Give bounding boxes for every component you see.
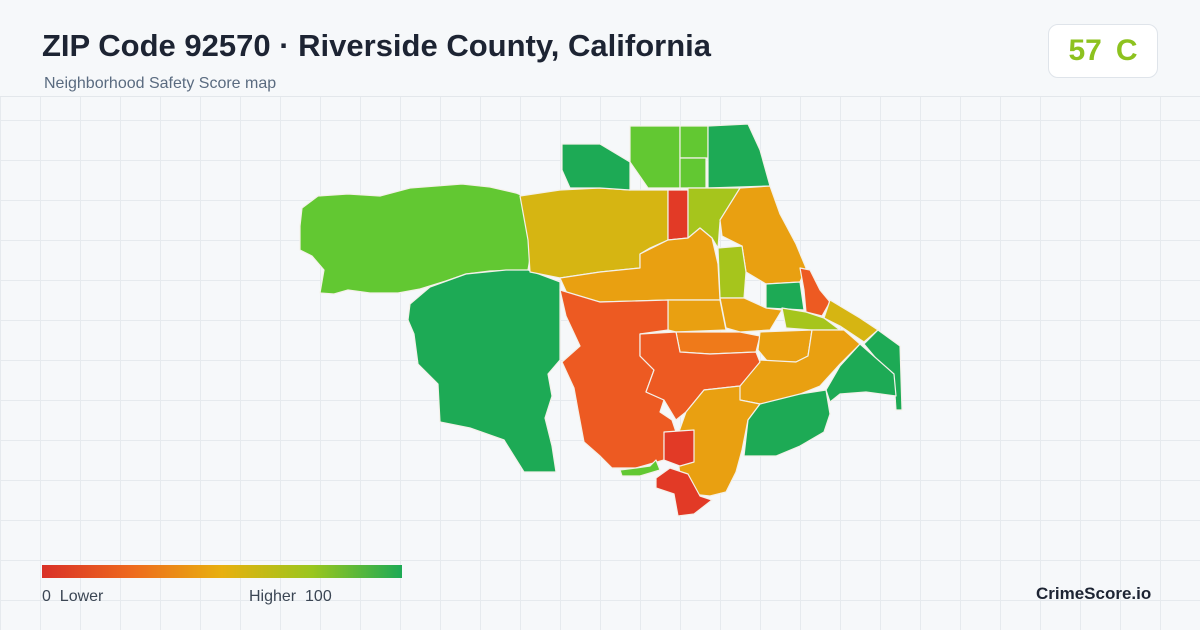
page-subtitle: Neighborhood Safety Score map <box>44 75 277 92</box>
map-region-center-east[interactable] <box>719 297 783 333</box>
legend-high-value: 100 <box>305 588 332 605</box>
map-region-center-south[interactable] <box>667 299 727 333</box>
legend-low-value: 0 <box>42 588 51 605</box>
map-region-southeast-green[interactable] <box>825 343 897 403</box>
map-region-mid-east-amber[interactable] <box>757 329 813 363</box>
map-region-north-top-c[interactable] <box>679 157 707 189</box>
score-value: 57 <box>1068 34 1102 67</box>
map-region-north-top-a[interactable] <box>629 125 681 189</box>
header-bar: ZIP Code 92570 · Riverside County, Calif… <box>0 0 1200 97</box>
map-region-south-tip[interactable] <box>655 467 713 517</box>
score-badge: 57 C <box>1048 24 1158 78</box>
legend-high: Higher 100 <box>249 588 332 606</box>
map-region-northeast-top[interactable] <box>707 123 771 189</box>
map-region-east-strip[interactable] <box>717 245 747 299</box>
map-region-north-strip[interactable] <box>667 189 689 241</box>
map-region-east-block[interactable] <box>765 281 805 311</box>
legend-low-label: Lower <box>59 588 104 605</box>
map-region-south-sliver[interactable] <box>619 459 661 477</box>
score-grade: C <box>1115 34 1138 67</box>
map-region-south-red[interactable] <box>663 429 695 467</box>
page-title: ZIP Code 92570 · Riverside County, Calif… <box>42 28 711 63</box>
map-region-northwest-top[interactable] <box>561 143 631 191</box>
map-region-mid-orange[interactable] <box>675 331 761 355</box>
legend-low: 0 Lower <box>42 588 103 606</box>
map-region-southwest[interactable] <box>407 269 561 473</box>
map-region-north-top-b[interactable] <box>679 125 709 159</box>
map-region-south-green[interactable] <box>743 389 831 457</box>
legend-gradient-bar <box>42 565 402 578</box>
brand-logo-text[interactable]: CrimeScore.io <box>1036 584 1152 603</box>
map-region-east-edge[interactable] <box>863 329 903 411</box>
map-region-east-red[interactable] <box>799 267 831 317</box>
legend-high-label: Higher <box>249 588 297 605</box>
